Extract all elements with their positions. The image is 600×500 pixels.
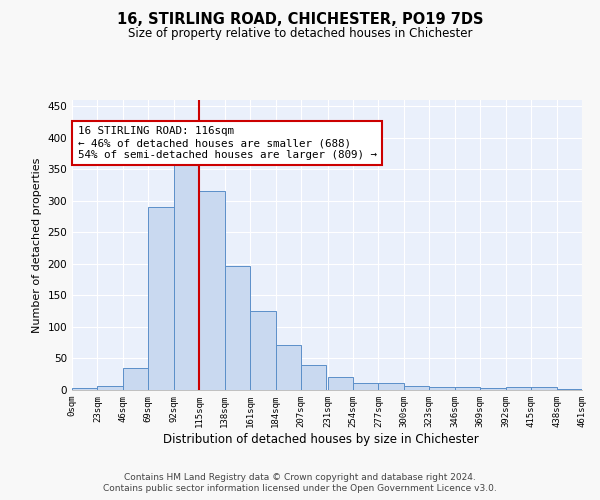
Bar [480,388,506,390]
Bar [455,388,480,390]
Bar [148,207,174,390]
Bar [379,383,404,390]
Bar [72,388,97,390]
Bar [353,383,379,390]
Bar [531,388,557,390]
Bar [328,377,353,390]
Bar [301,365,326,390]
Bar [250,310,275,390]
Bar [174,163,199,390]
Bar [97,386,123,390]
Text: Contains HM Land Registry data © Crown copyright and database right 2024.: Contains HM Land Registry data © Crown c… [124,472,476,482]
Text: Size of property relative to detached houses in Chichester: Size of property relative to detached ho… [128,28,472,40]
Y-axis label: Number of detached properties: Number of detached properties [32,158,42,332]
Bar [430,388,455,390]
Bar [404,386,430,390]
Bar [506,387,531,390]
Bar [557,388,582,390]
Text: Contains public sector information licensed under the Open Government Licence v3: Contains public sector information licen… [103,484,497,493]
Bar [199,192,224,390]
Bar [275,344,301,390]
Text: Distribution of detached houses by size in Chichester: Distribution of detached houses by size … [163,432,479,446]
Text: 16 STIRLING ROAD: 116sqm
← 46% of detached houses are smaller (688)
54% of semi-: 16 STIRLING ROAD: 116sqm ← 46% of detach… [77,126,377,160]
Bar [123,368,148,390]
Text: 16, STIRLING ROAD, CHICHESTER, PO19 7DS: 16, STIRLING ROAD, CHICHESTER, PO19 7DS [117,12,483,28]
Bar [224,266,250,390]
